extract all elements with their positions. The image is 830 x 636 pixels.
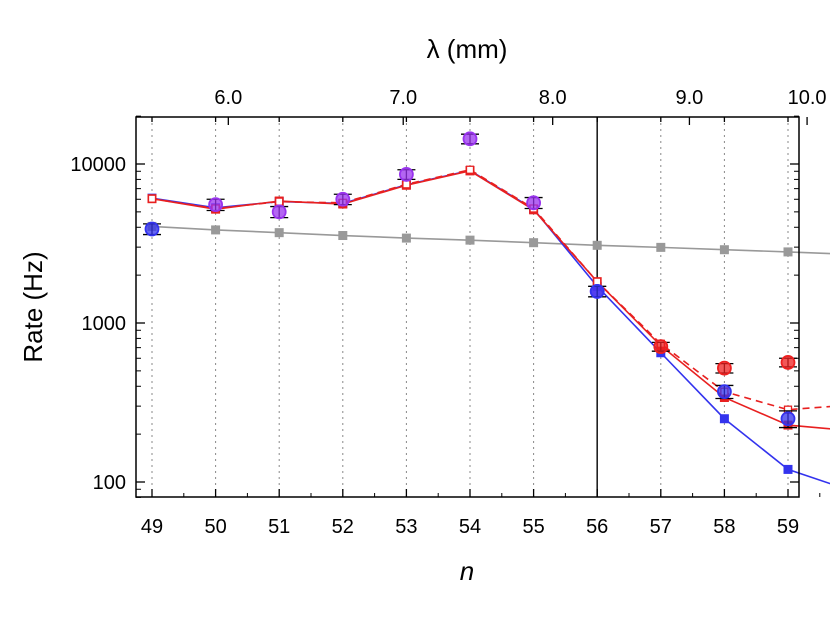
data-point-square — [338, 231, 348, 241]
y-tick-label: 1000 — [82, 313, 127, 335]
data-point-circle — [398, 167, 414, 182]
x-tick-label: 52 — [332, 516, 354, 538]
x-tick-label: 53 — [395, 516, 417, 538]
data-point-circle — [462, 131, 478, 147]
top-tick-label: 9.0 — [676, 87, 704, 109]
axis-ticks — [136, 115, 821, 498]
data-point-circle — [780, 355, 796, 370]
data-point-open-square — [147, 194, 157, 203]
top-tick-label: 6.0 — [214, 87, 242, 109]
data-point-square — [783, 464, 793, 474]
top-tick-label: 8.0 — [539, 87, 567, 109]
y-tick-label: 100 — [93, 472, 126, 494]
top-axis-title: λ (mm) — [427, 34, 508, 64]
data-point-square — [719, 245, 729, 255]
data-point-square — [592, 240, 602, 250]
grid — [151, 117, 789, 497]
data-point-open-square — [465, 165, 475, 174]
x-axis-title: n — [460, 556, 474, 586]
series-line — [151, 169, 830, 485]
data-point-circle — [717, 384, 732, 400]
data-point-circle — [335, 191, 351, 207]
data-point-square — [211, 225, 221, 235]
data-point-circle — [589, 284, 605, 299]
x-tick-label: 55 — [522, 516, 544, 538]
data-point-circle — [653, 339, 669, 355]
data-point-circle — [208, 197, 224, 213]
series-lines — [151, 168, 830, 485]
data-point-circle — [271, 204, 287, 220]
plot-frame — [135, 116, 800, 498]
series-line — [151, 225, 830, 255]
y-axis-title: Rate (Hz) — [18, 251, 48, 362]
tick-labels: 4950515253545556575859606.07.08.09.010.0… — [70, 87, 827, 538]
top-tick-label: 10.0 — [788, 87, 827, 109]
data-point-open-square — [402, 180, 411, 189]
data-point-square — [529, 238, 539, 248]
data-point-circle — [526, 195, 541, 211]
y-tick-label: 10000 — [70, 154, 126, 176]
x-tick-label: 56 — [586, 516, 608, 538]
data-point-square — [401, 233, 411, 243]
series-markers — [143, 131, 797, 474]
top-tick-label: 7.0 — [389, 87, 417, 109]
data-point-square — [783, 247, 793, 257]
data-point-square — [465, 235, 475, 245]
data-point-circle — [780, 411, 796, 427]
data-point-open-square — [275, 197, 284, 206]
x-tick-label: 59 — [777, 516, 799, 538]
data-point-square — [274, 228, 284, 238]
data-point-square — [656, 242, 666, 252]
x-tick-label: 50 — [204, 516, 226, 538]
data-point-circle — [144, 221, 160, 237]
x-tick-label: 57 — [650, 516, 672, 538]
series-line — [151, 168, 830, 411]
data-point-square — [719, 414, 729, 424]
series-line — [151, 170, 830, 430]
x-tick-label: 51 — [268, 516, 290, 538]
x-tick-label: 58 — [713, 516, 735, 538]
data-point-circle — [717, 360, 732, 376]
x-tick-label: 54 — [459, 516, 481, 538]
x-tick-label: 49 — [141, 516, 163, 538]
